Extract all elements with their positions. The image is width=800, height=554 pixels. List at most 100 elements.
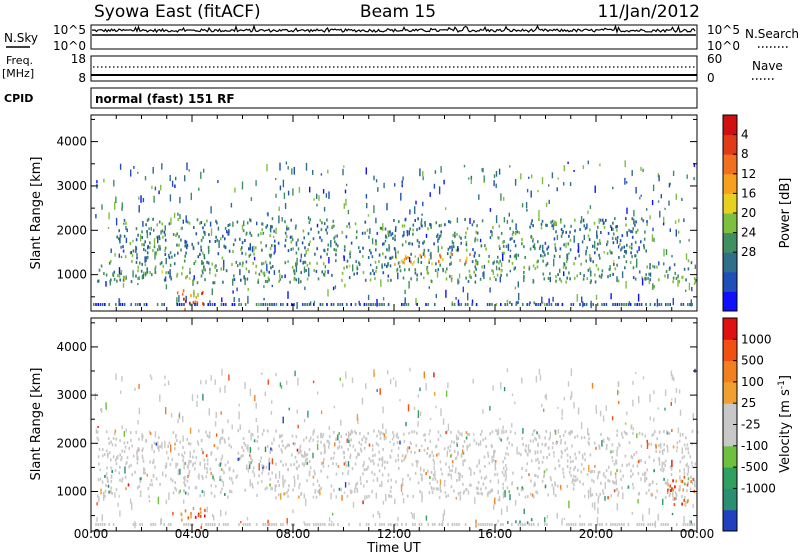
power-echo-cell [500, 231, 503, 235]
power-echo-cell [642, 219, 645, 223]
power-echo-cell [170, 275, 173, 279]
power-speckle [616, 276, 618, 282]
velocity-echo-cell [525, 444, 527, 448]
velocity-echo-cell [496, 472, 499, 476]
freq-label: Freq. [6, 54, 33, 67]
velocity-echo-cell [320, 432, 322, 436]
velocity-echo-cell [327, 445, 330, 449]
velocity-echo-cell [128, 446, 130, 450]
power-echo-cell [137, 265, 140, 269]
velocity-echo-cell [483, 455, 486, 459]
velocity-echo-cell [556, 484, 559, 488]
power-speckle [272, 235, 275, 238]
velocity-echo-cell [224, 463, 227, 467]
velocity-echo-cell [514, 431, 517, 435]
velocity-echo-cell [480, 476, 483, 480]
power-echo-cell [545, 223, 547, 227]
power-echo-cell [176, 243, 178, 247]
power-echo-cell [290, 235, 293, 239]
power-echo-cell [532, 245, 535, 249]
power-speckle [517, 281, 519, 288]
power-echo-cell [164, 249, 166, 253]
power-near-gate [640, 303, 643, 306]
velocity-echo-cell [350, 438, 352, 442]
velocity-near-gate [414, 523, 416, 526]
velocity-near-gate [640, 523, 643, 526]
power-echo-cell [603, 225, 606, 229]
power-echo-cell [277, 241, 280, 245]
velocity-speckle [441, 520, 444, 527]
power-speckle [657, 173, 659, 178]
power-echo-cell [217, 252, 220, 256]
velocity-speckle [227, 419, 229, 424]
velocity-echo-cell [457, 452, 459, 456]
velocity-speckle [534, 429, 536, 432]
power-echo-cell [498, 224, 501, 228]
power-echo-cell [492, 226, 494, 229]
power-echo-cell [449, 220, 452, 224]
power-echo-cell [416, 239, 419, 243]
velocity-echo-cell [587, 489, 590, 493]
power-echo-cell [606, 252, 609, 255]
velocity-speckle [664, 389, 667, 396]
velocity-echo-cell [542, 455, 545, 459]
velocity-echo-cell [589, 453, 592, 457]
power-echo-cell [349, 250, 352, 254]
power-speckle [334, 285, 337, 289]
velocity-echo-cell [299, 444, 302, 448]
velocity-near-gate [511, 523, 513, 526]
velocity-echo-cell [293, 463, 295, 467]
power-echo-cell [316, 261, 318, 265]
velocity-echo-cell [178, 491, 180, 495]
power-echo-cell [209, 267, 211, 271]
velocity-echo-cell [230, 490, 233, 494]
velocity-echo-cell [171, 479, 174, 483]
velocity-near-gate [676, 523, 678, 526]
power-echo-cell [623, 245, 625, 249]
velocity-speckle [317, 391, 319, 395]
power-echo-cell [263, 271, 266, 275]
power-echo-cell [631, 235, 634, 239]
power-echo-cell [181, 292, 184, 296]
velocity-echo-cell [475, 441, 478, 445]
velocity-echo-cell [396, 432, 399, 436]
power-speckle [576, 294, 578, 302]
power-echo-cell [374, 242, 377, 246]
power-speckle [114, 201, 116, 210]
power-echo-cell [514, 254, 517, 258]
velocity-echo-cell [570, 474, 572, 478]
power-echo-cell [681, 275, 683, 279]
velocity-echo-cell [121, 479, 123, 483]
velocity-echo-cell [288, 443, 290, 447]
power-echo-cell [309, 261, 311, 265]
power-echo-cell [433, 242, 435, 246]
velocity-speckle [681, 447, 683, 455]
power-echo-cell [637, 228, 639, 232]
power-echo-cell [585, 252, 587, 256]
velocity-echo-cell [261, 432, 264, 436]
velocity-speckle [238, 403, 240, 407]
power-echo-cell [367, 256, 370, 259]
power-echo-cell [190, 294, 192, 298]
velocity-echo-cell [370, 459, 372, 463]
velocity-echo-cell [415, 444, 417, 447]
power-speckle [233, 297, 235, 302]
power-echo-cell [485, 247, 487, 251]
power-speckle [503, 216, 506, 223]
power-echo-cell [335, 248, 337, 252]
velocity-echo-cell [454, 470, 457, 474]
velocity-speckle [304, 453, 306, 458]
power-speckle [492, 269, 494, 275]
velocity-echo-cell [200, 525, 203, 529]
power-echo-cell [560, 220, 562, 224]
velocity-near-gate [618, 523, 621, 526]
power-speckle [675, 229, 677, 237]
velocity-speckle [355, 484, 357, 487]
power-speckle [165, 257, 167, 265]
power-echo-cell [341, 278, 343, 282]
power-echo-cell [197, 241, 200, 245]
power-echo-cell [248, 270, 250, 274]
velocity-echo-cell [105, 449, 108, 453]
power-echo-cell [474, 280, 477, 284]
power-echo-cell [273, 229, 275, 233]
